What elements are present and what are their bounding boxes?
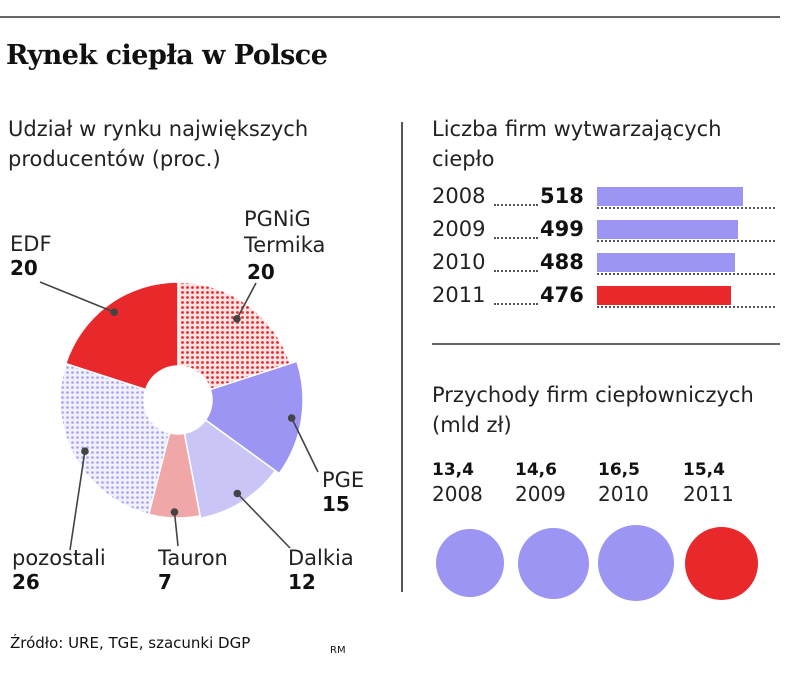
slice-value-pge: 15 bbox=[322, 492, 350, 516]
revenue-chart-title: Przychody firm ciepłowniczych (mld zł) bbox=[432, 383, 754, 437]
revenue-value: 15,4 bbox=[683, 460, 725, 480]
revenue-value: 14,6 bbox=[515, 460, 557, 480]
revenue-value: 13,4 bbox=[432, 460, 474, 480]
slice-value-dalkia: 12 bbox=[288, 570, 316, 594]
revenue-circle-2011 bbox=[684, 526, 758, 600]
pie-slice-edf bbox=[64, 281, 179, 391]
top-rule bbox=[0, 16, 780, 18]
pie-slice-pge bbox=[204, 360, 304, 475]
bar-baseline-dots bbox=[597, 207, 775, 209]
bar-value-label: 499 bbox=[540, 217, 584, 241]
bar-baseline-dots bbox=[597, 273, 775, 275]
slice-label-tauron: Tauron bbox=[158, 546, 228, 570]
leader-line-pozostali bbox=[69, 451, 86, 551]
bar-year-label: 2009 bbox=[432, 217, 486, 241]
bar-2008 bbox=[597, 187, 743, 206]
leader-dots bbox=[494, 204, 538, 206]
bar-value-label: 488 bbox=[540, 250, 584, 274]
page-title: Rynek ciepła w Polsce bbox=[6, 40, 328, 71]
slice-value-pozostali: 26 bbox=[12, 570, 40, 594]
leader-dot-pge bbox=[287, 414, 296, 422]
bar-baseline-dots bbox=[597, 306, 775, 308]
revenue-circle-2010 bbox=[598, 525, 674, 601]
pie-chart bbox=[39, 281, 319, 551]
revenue-circle-2009 bbox=[517, 527, 589, 599]
leader-line-pge bbox=[290, 417, 319, 473]
bar-2010 bbox=[597, 253, 735, 272]
bar-baseline-dots bbox=[597, 240, 775, 242]
leader-line-edf bbox=[39, 281, 115, 313]
bar-year-label: 2011 bbox=[432, 283, 486, 307]
slice-value-edf: 20 bbox=[10, 256, 38, 280]
leader-dot-tauron bbox=[170, 508, 179, 516]
slice-label-edf: EDF bbox=[10, 232, 52, 256]
section-divider bbox=[432, 343, 780, 345]
slice-value-tauron: 7 bbox=[158, 570, 172, 594]
bar-value-label: 476 bbox=[540, 283, 584, 307]
pie-slice-pozostali bbox=[59, 362, 171, 516]
leader-dot-pgnig bbox=[233, 315, 241, 323]
slice-value-pgnig: 20 bbox=[247, 260, 275, 284]
slice-label-pgnig: PGNiG Termika bbox=[244, 207, 326, 257]
bar-value-label: 518 bbox=[540, 184, 584, 208]
leader-dots bbox=[494, 237, 538, 239]
leader-line-tauron bbox=[173, 511, 179, 547]
slice-label-dalkia: Dalkia bbox=[288, 546, 354, 570]
slice-label-pozostali: pozostali bbox=[12, 546, 106, 570]
revenue-year: 2010 bbox=[598, 482, 649, 506]
bar-year-label: 2010 bbox=[432, 250, 486, 274]
pie-slice-pgnig bbox=[177, 281, 292, 391]
leader-line-pgnig bbox=[236, 282, 257, 320]
author-credit: RM bbox=[330, 645, 346, 656]
revenue-circle-2008 bbox=[436, 529, 504, 597]
leader-dots bbox=[494, 270, 538, 272]
pie-slice-dalkia bbox=[183, 418, 277, 520]
revenue-year: 2009 bbox=[515, 482, 566, 506]
leader-dot-dalkia bbox=[233, 489, 242, 498]
bar-year-label: 2008 bbox=[432, 184, 486, 208]
bar-2011 bbox=[597, 286, 731, 305]
firms-chart-title: Liczba firm wytwarzających ciepło bbox=[432, 117, 722, 171]
leader-dot-edf bbox=[110, 308, 118, 316]
source-note: Źródło: URE, TGE, szacunki DGP bbox=[10, 634, 251, 652]
revenue-year: 2011 bbox=[683, 482, 734, 506]
leader-dots bbox=[494, 303, 538, 305]
leader-dot-pozostali bbox=[81, 447, 89, 455]
revenue-year: 2008 bbox=[432, 482, 483, 506]
bar-2009 bbox=[597, 220, 738, 239]
slice-label-pge: PGE bbox=[322, 468, 365, 492]
pie-chart-title: Udział w rynku największych producentów … bbox=[8, 117, 309, 171]
leader-line-dalkia bbox=[236, 492, 291, 549]
column-divider bbox=[401, 122, 403, 592]
revenue-value: 16,5 bbox=[598, 460, 640, 480]
